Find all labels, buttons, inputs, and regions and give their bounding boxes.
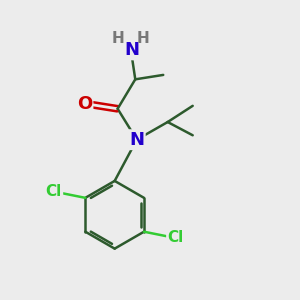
Text: H: H <box>137 31 150 46</box>
Text: O: O <box>77 95 92 113</box>
Text: Cl: Cl <box>167 230 184 245</box>
Text: N: N <box>129 131 144 149</box>
Text: H: H <box>112 31 125 46</box>
Text: N: N <box>125 41 140 59</box>
Text: Cl: Cl <box>46 184 62 200</box>
